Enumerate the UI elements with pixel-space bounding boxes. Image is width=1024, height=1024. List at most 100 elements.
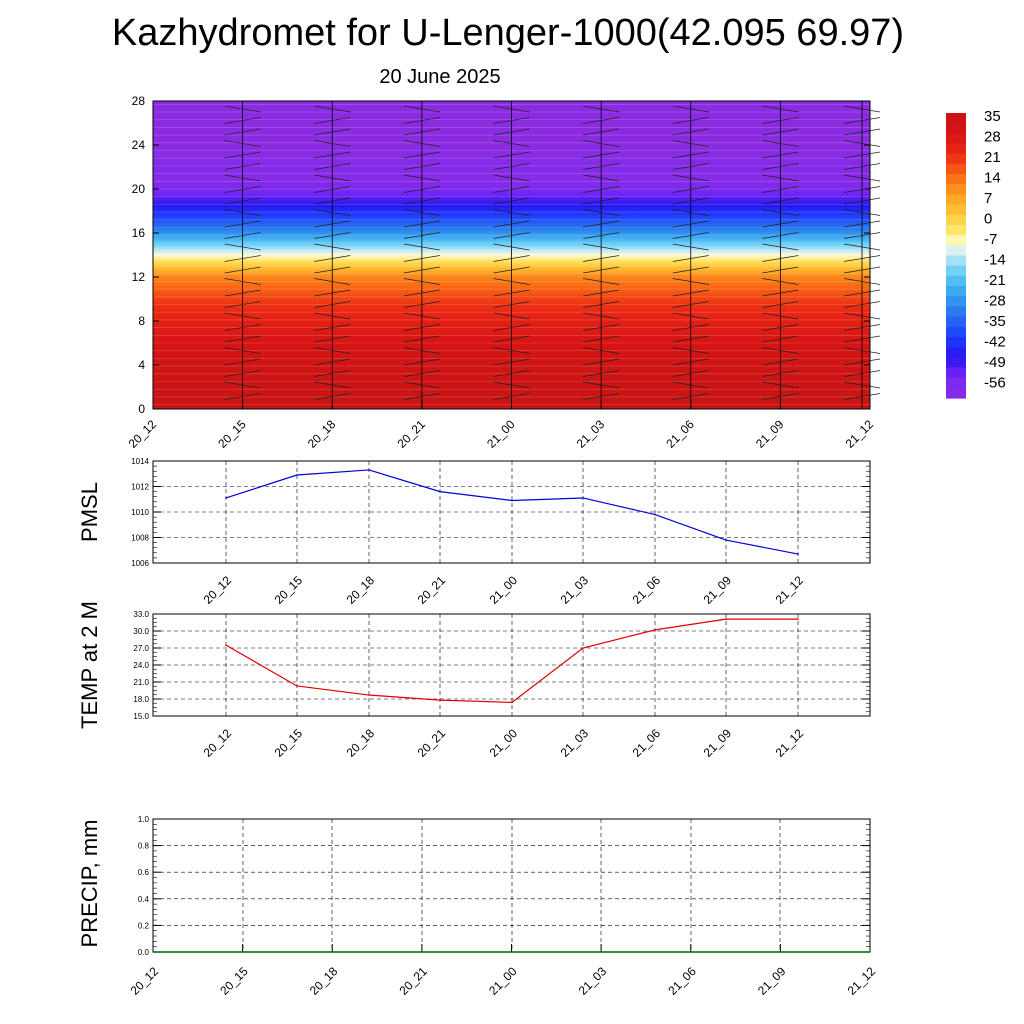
wind-barb <box>583 163 620 170</box>
y-tick-label: 0.4 <box>138 895 150 904</box>
y-tick-label: 28 <box>132 94 146 108</box>
colorbar-cell <box>946 255 966 267</box>
wind-barb <box>403 117 440 124</box>
colorbar-cell <box>946 143 966 155</box>
wind-barb <box>314 266 351 274</box>
wind-barb <box>224 324 261 331</box>
data-point <box>511 499 513 502</box>
wind-barb <box>224 174 261 182</box>
wind-barb <box>762 278 799 285</box>
wind-barb <box>843 324 881 331</box>
colorbar-cell <box>946 286 966 297</box>
wind-barb <box>843 174 881 182</box>
x-tick-label: 20_18 <box>344 726 378 760</box>
wind-barb <box>843 151 881 159</box>
wind-barb <box>224 209 261 216</box>
x-tick-label: 20_15 <box>272 726 306 760</box>
colorbar-cell <box>946 214 966 226</box>
y-tick-label: 30.0 <box>133 627 149 636</box>
x-tick-label: 20_12 <box>128 964 162 998</box>
data-point <box>797 618 799 620</box>
x-tick-label: 20_21 <box>415 726 449 760</box>
wind-barb <box>672 255 709 262</box>
wind-barb <box>403 266 440 274</box>
chart-title: Kazhydromet for U-Lenger-1000(42.095 69.… <box>111 12 905 54</box>
wind-barb <box>672 370 709 377</box>
x-tick-label: 21_06 <box>663 417 697 451</box>
wind-barb <box>314 105 351 113</box>
precip-panel: 0.0 0.2 0.4 0.6 0.8 1.0 20_12 20_15 20_18 20_21 21… <box>77 815 878 998</box>
colorbar-label: -35 <box>984 313 1006 330</box>
wind-barb <box>762 105 799 113</box>
wind-barb <box>493 347 530 354</box>
data-point <box>582 647 584 649</box>
wind-barb <box>493 393 530 400</box>
wind-barb <box>403 220 440 228</box>
wind-barb <box>762 128 799 136</box>
wind-barb <box>583 232 620 239</box>
colorbar-label: 28 <box>984 129 1001 146</box>
y-axis-label: PRECIP, mm <box>77 820 102 948</box>
y-tick-label: 1012 <box>131 483 149 492</box>
x-tick-label: 21_09 <box>755 964 789 998</box>
wind-barb <box>493 301 530 308</box>
wind-barb <box>224 266 261 274</box>
wind-barb <box>583 174 620 182</box>
y-tick-label: 24.0 <box>133 661 149 670</box>
wind-barb <box>493 370 530 377</box>
y-axis-label: PMSL <box>77 482 102 542</box>
wind-barb <box>762 243 799 251</box>
data-point <box>654 513 656 516</box>
wind-barb <box>403 347 440 354</box>
wind-barb <box>762 381 799 389</box>
wind-barb <box>493 232 530 239</box>
wind-barb <box>672 197 709 205</box>
wind-barb <box>314 209 351 216</box>
colorbar-label: -56 <box>984 375 1006 392</box>
data-point <box>368 469 370 471</box>
x-tick-label: 20_15 <box>272 573 306 607</box>
x-tick-label: 20_21 <box>396 964 430 998</box>
wind-barb <box>403 163 440 170</box>
wind-barb <box>493 243 530 251</box>
wind-barb <box>672 324 709 331</box>
wind-barb <box>314 370 351 377</box>
wind-barb <box>672 220 709 228</box>
wind-barb <box>762 393 799 400</box>
wind-barb <box>493 278 530 285</box>
wind-barb <box>314 197 351 205</box>
x-tick-label: 21_09 <box>753 417 787 451</box>
wind-barb <box>843 278 881 285</box>
wind-barb <box>672 140 709 147</box>
wind-barb <box>403 278 440 285</box>
wind-barb <box>762 324 799 331</box>
wind-barb <box>843 266 881 274</box>
x-tick-label: 21_06 <box>630 573 664 607</box>
wind-barb <box>493 209 530 216</box>
wind-barb <box>403 358 440 366</box>
data-point <box>725 539 727 541</box>
wind-barb <box>762 335 799 343</box>
wind-barb <box>493 151 530 159</box>
y-tick-label: 0.6 <box>138 868 150 877</box>
wind-barb <box>583 128 620 136</box>
wind-barb <box>843 312 881 320</box>
wind-barb <box>403 151 440 159</box>
colorbar-cell <box>946 347 966 358</box>
colorbar-cell <box>946 306 966 318</box>
wind-barb <box>583 197 620 205</box>
colorbar-label: 7 <box>984 190 992 207</box>
wind-barb <box>843 289 881 297</box>
wind-barb <box>762 301 799 308</box>
wind-barb <box>493 358 530 366</box>
colorbar-label: 14 <box>984 170 1001 187</box>
wind-barb <box>403 301 440 308</box>
wind-barb <box>583 312 620 320</box>
wind-barb <box>493 197 530 205</box>
wind-barb <box>583 301 620 308</box>
wind-barb <box>583 358 620 366</box>
wind-barb <box>583 278 620 285</box>
wind-barb <box>843 220 881 228</box>
colorbar-cell <box>946 123 966 134</box>
wind-barb <box>762 358 799 366</box>
